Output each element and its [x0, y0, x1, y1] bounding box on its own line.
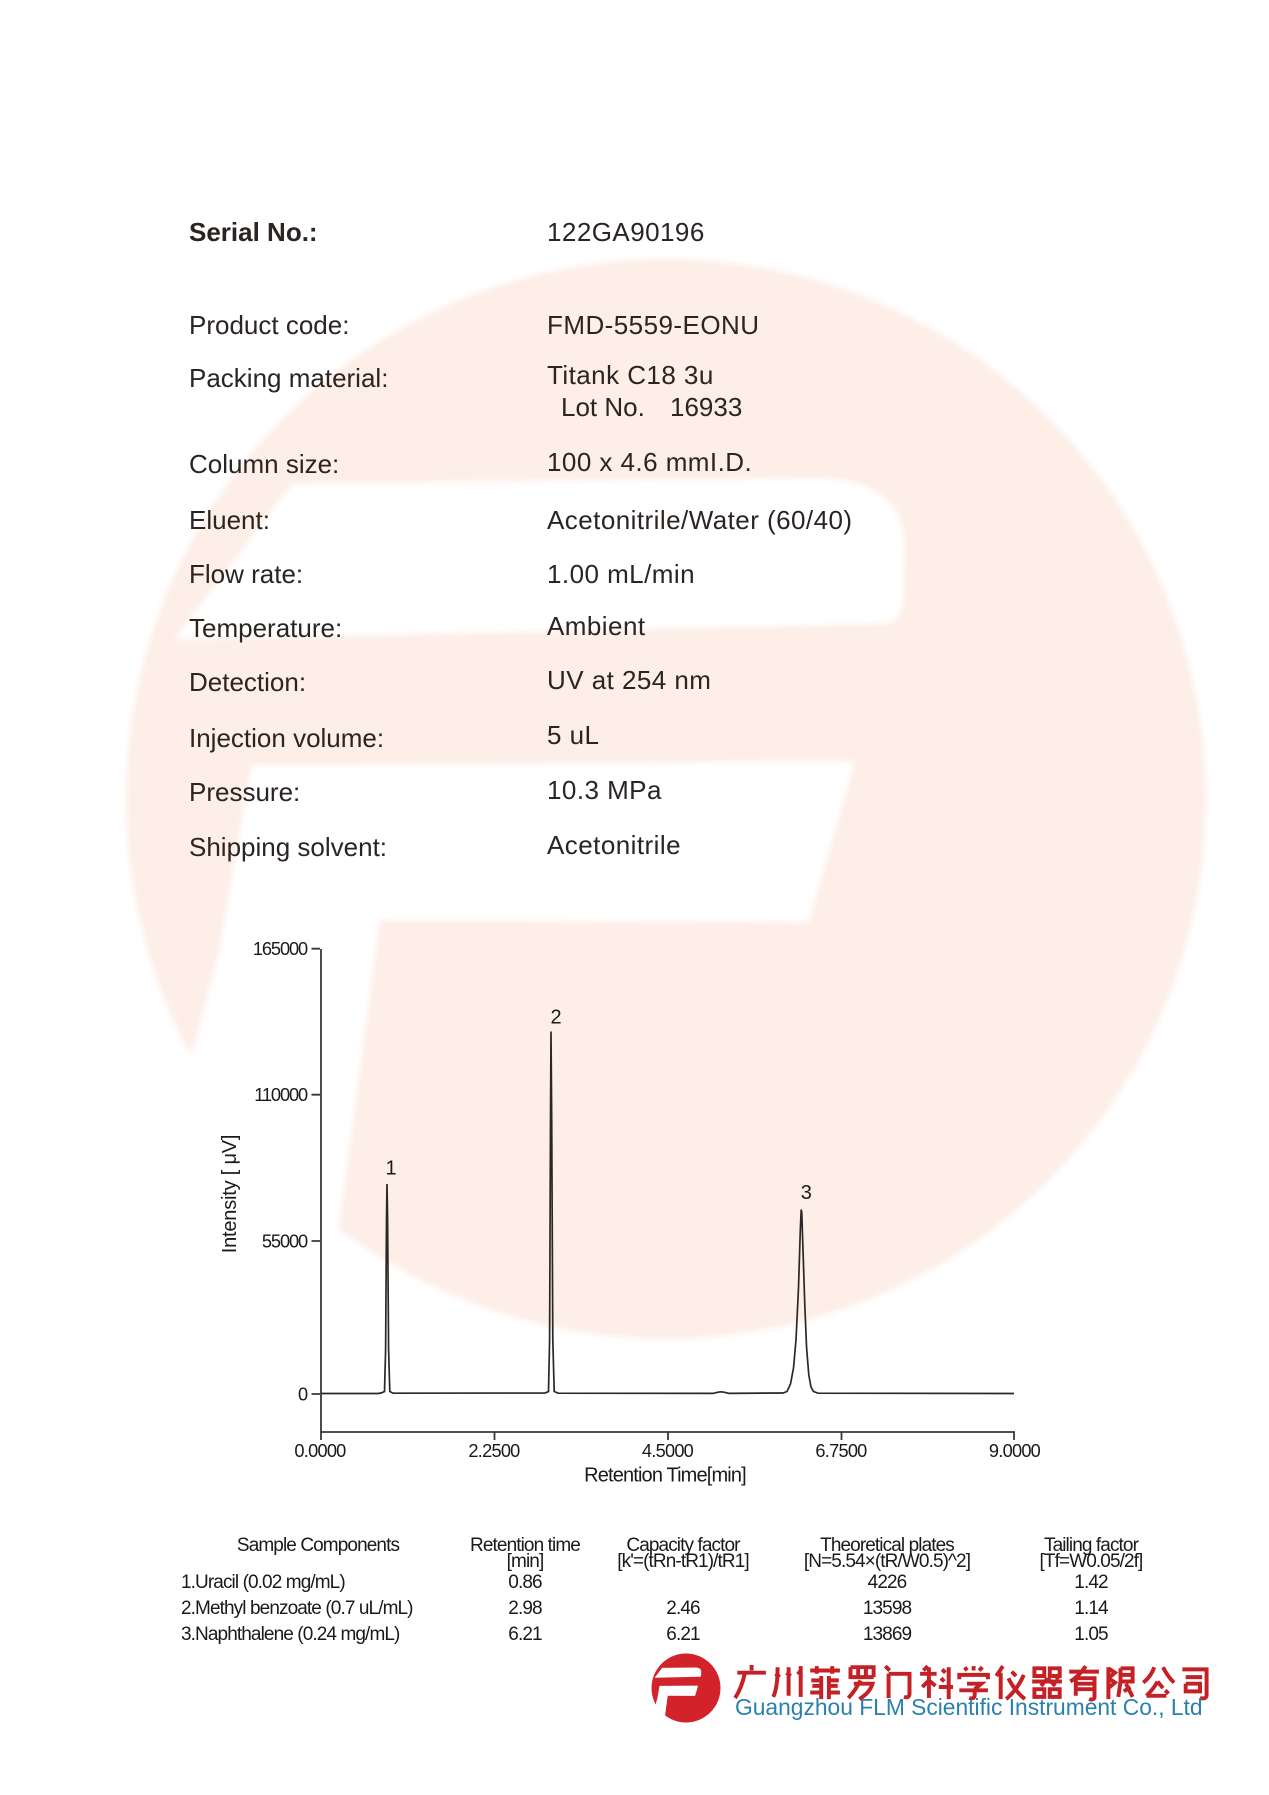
svg-text:6.7500: 6.7500 — [815, 1441, 867, 1461]
svg-text:2.2500: 2.2500 — [468, 1441, 520, 1461]
svg-text:9.0000: 9.0000 — [989, 1441, 1041, 1461]
svg-text:Retention Time[min]: Retention Time[min] — [584, 1465, 746, 1487]
svg-text:Intensity [ μV]: Intensity [ μV] — [219, 1135, 241, 1254]
svg-text:55000: 55000 — [262, 1232, 308, 1252]
svg-text:0: 0 — [298, 1384, 308, 1404]
svg-text:165000: 165000 — [253, 939, 308, 959]
svg-text:4.5000: 4.5000 — [642, 1441, 694, 1461]
svg-text:2: 2 — [550, 1007, 561, 1029]
svg-text:110000: 110000 — [254, 1085, 308, 1105]
svg-text:3: 3 — [801, 1182, 812, 1204]
svg-text:0.0000: 0.0000 — [294, 1441, 346, 1461]
svg-text:1: 1 — [385, 1158, 396, 1180]
